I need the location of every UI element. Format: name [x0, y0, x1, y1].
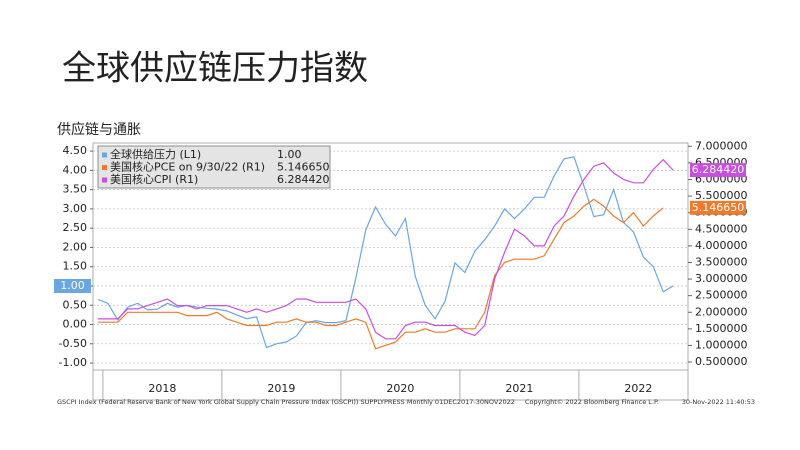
- value-badge-label: 1.00: [60, 279, 85, 292]
- series-line: [98, 158, 674, 340]
- copyright: Copyright© 2022 Bloomberg Finance L.P.: [525, 398, 659, 406]
- y-tick-label: 3.00: [63, 202, 88, 215]
- y-tick-label: 2.50: [63, 221, 88, 234]
- value-badge-label: 5.146650: [692, 201, 745, 214]
- y2-tick-label: 3.000000: [695, 272, 748, 285]
- y2-tick-label: 0.500000: [695, 355, 748, 368]
- y-tick-label: 3.50: [63, 183, 88, 196]
- timestamp: 30-Nov-2022 11:40:53: [682, 398, 755, 406]
- slide-title: 全球供应链压力指数: [62, 49, 368, 89]
- legend-label: 全球供给压力 (L1): [110, 147, 201, 161]
- legend-label: 美国核心PCE on 9/30/22 (R1): [110, 160, 265, 174]
- value-badge: [690, 163, 746, 178]
- y2-tick-label: 7.000000: [695, 139, 748, 152]
- series-line: [98, 198, 664, 350]
- legend-swatch: [102, 177, 107, 183]
- legend-label: 美国核心CPI (R1): [110, 172, 198, 186]
- y-tick-label: 1.50: [63, 260, 88, 273]
- y-tick-label: 0.00: [63, 318, 88, 331]
- legend-value: 5.146650: [277, 161, 330, 174]
- legend-value: 6.284420: [277, 173, 330, 186]
- x-tick-label: 2022: [624, 382, 652, 395]
- x-tick-label: 2019: [267, 382, 295, 395]
- y2-tick-label: 2.500000: [695, 289, 748, 302]
- y-tick-label: 0.50: [63, 298, 88, 311]
- value-badge-label: 6.284420: [692, 163, 745, 176]
- source-note: GSCPI Index (Federal Reserve Bank of New…: [57, 398, 515, 406]
- chart-title: 供应链与通胀: [57, 121, 141, 138]
- y-tick-label: 4.50: [63, 144, 88, 157]
- y-tick-label: 4.00: [63, 163, 88, 176]
- y2-tick-label: 2.000000: [695, 305, 748, 318]
- y-tick-label: -1.00: [59, 356, 87, 369]
- y-tick-label: 2.00: [63, 240, 88, 253]
- y2-tick-label: 4.500000: [695, 222, 748, 235]
- y-tick-label: -0.50: [59, 337, 87, 350]
- y2-tick-label: 3.500000: [695, 255, 748, 268]
- legend: 全球供给压力 (L1) 1.00 美国核心PCE on 9/30/22 (R1) 5.…: [97, 145, 331, 189]
- legend-swatch: [102, 152, 107, 158]
- legend-box: [97, 145, 331, 189]
- y2-tick-label: 1.500000: [695, 322, 748, 335]
- x-tick-label: 2020: [386, 382, 414, 395]
- x-tick-label: 2021: [505, 382, 533, 395]
- y2-tick-label: 1.000000: [695, 338, 748, 351]
- y2-tick-label: 5.500000: [695, 189, 748, 202]
- value-badge: [54, 278, 91, 293]
- y2-tick-label: 4.000000: [695, 239, 748, 252]
- series-line: [97, 156, 674, 349]
- x-tick-label: 2018: [148, 382, 176, 395]
- legend-value: 1.00: [277, 148, 302, 161]
- legend-swatch: [102, 165, 107, 170]
- value-badge: [690, 200, 746, 215]
